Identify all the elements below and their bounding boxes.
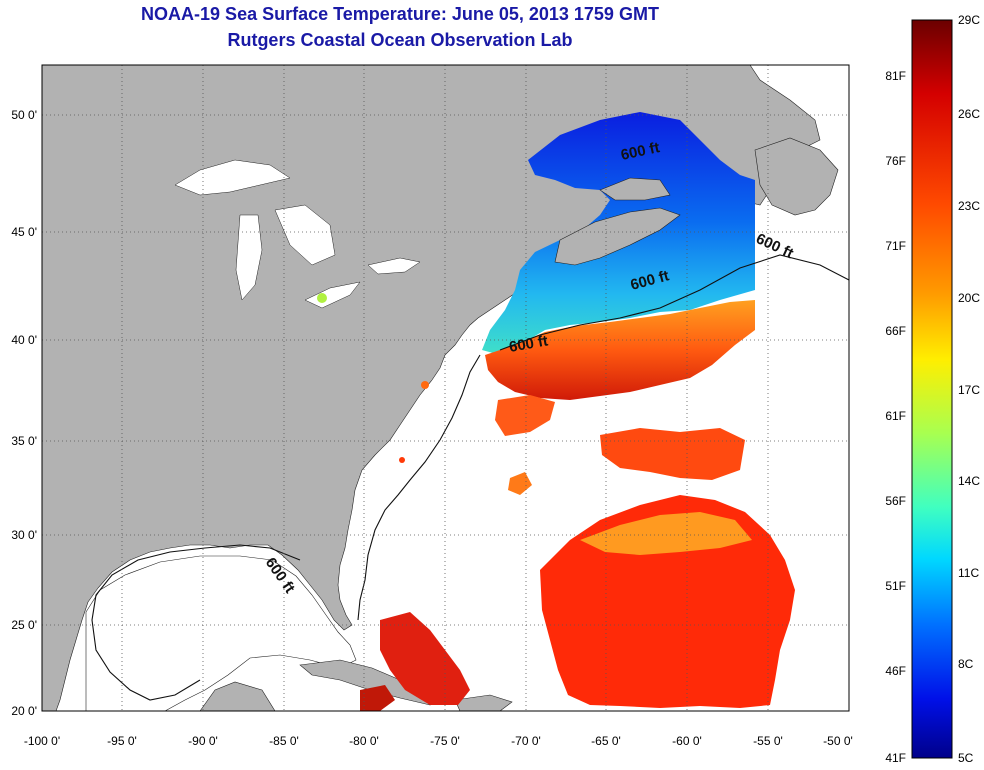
colorbar (911, 19, 953, 759)
contour-600ft-gulf (91, 544, 301, 701)
sst-coastal-spot (399, 457, 405, 463)
land-newfoundland (754, 137, 839, 216)
colorbar-f-label: 56F (885, 494, 906, 508)
lon-tick-label: -95 0' (107, 734, 137, 748)
colorbar-f-label: 51F (885, 579, 906, 593)
sst-gulf-stream (485, 300, 755, 400)
colorbar-celsius-labels: 29C 26C 23C 20C 17C 14C 11C 8C 5C (958, 13, 980, 765)
lat-tick-label: 40 0' (11, 333, 37, 347)
lon-tick-label: -80 0' (349, 734, 379, 748)
lake-ontario (367, 257, 421, 275)
land-pei-region (599, 177, 671, 201)
sst-sargasso-orange (580, 512, 752, 555)
colorbar-f-label: 46F (885, 664, 906, 678)
colorbar-f-label: 66F (885, 324, 906, 338)
sst-patch-central (495, 395, 555, 436)
plot-frame (41, 64, 850, 712)
lat-tick-label: 20 0' (11, 704, 37, 718)
lat-tick-label: 45 0' (11, 225, 37, 239)
gulf-of-mexico (85, 555, 357, 711)
lon-tick-label: -100 0' (24, 734, 60, 748)
lon-tick-label: -65 0' (591, 734, 621, 748)
colorbar-fahrenheit-labels: 81F 76F 71F 66F 61F 56F 51F 46F 41F (885, 69, 906, 765)
lon-tick-label: -60 0' (672, 734, 702, 748)
land-yucatan (199, 681, 276, 711)
colorbar-c-label: 20C (958, 291, 980, 305)
contour-600ft-north (499, 254, 849, 351)
lat-tick-label: 50 0' (11, 108, 37, 122)
lon-tick-label: -50 0' (823, 734, 853, 748)
map-title: NOAA-19 Sea Surface Temperature: June 05… (141, 4, 659, 24)
colorbar-f-label: 41F (885, 751, 906, 765)
colorbar-c-label: 5C (958, 751, 974, 765)
lon-tick-label: -90 0' (188, 734, 218, 748)
lat-tick-label: 35 0' (11, 434, 37, 448)
lake-michigan (235, 214, 263, 301)
sst-lake-erie-warm (317, 293, 327, 303)
contour-label: 600 ft (508, 332, 550, 356)
colorbar-f-label: 81F (885, 69, 906, 83)
longitude-axis: -100 0' -95 0' -90 0' -85 0' -80 0' -75 … (24, 734, 853, 748)
colorbar-f-label: 76F (885, 154, 906, 168)
lat-tick-label: 25 0' (11, 618, 37, 632)
colorbar-c-label: 29C (958, 13, 980, 27)
latitude-axis: 20 0' 25 0' 30 0' 35 0' 40 0' 45 0' 50 0… (11, 108, 37, 718)
lake-huron (274, 204, 336, 266)
sst-coastal-spot (421, 381, 429, 389)
colorbar-c-label: 14C (958, 474, 980, 488)
lon-tick-label: -70 0' (511, 734, 541, 748)
contour-600ft (357, 354, 481, 621)
lon-tick-label: -75 0' (430, 734, 460, 748)
colorbar-c-label: 8C (958, 657, 974, 671)
colorbar-f-label: 61F (885, 409, 906, 423)
lon-tick-label: -85 0' (269, 734, 299, 748)
land-nova-scotia (554, 207, 681, 266)
lat-tick-label: 30 0' (11, 528, 37, 542)
colorbar-f-label: 71F (885, 239, 906, 253)
colorbar-c-label: 23C (958, 199, 980, 213)
colorbar-c-label: 11C (958, 566, 979, 580)
sst-caribbean-warm (380, 612, 470, 705)
lake-superior (174, 159, 291, 196)
graticule (42, 65, 849, 711)
sst-patch-east (600, 428, 745, 480)
land-hispaniola (454, 694, 513, 711)
sst-bahamas-strip (360, 685, 395, 711)
colorbar-c-label: 17C (958, 383, 980, 397)
lon-tick-label: -55 0' (753, 734, 783, 748)
colorbar-c-label: 26C (958, 107, 980, 121)
map-subtitle: Rutgers Coastal Ocean Observation Lab (227, 30, 573, 50)
